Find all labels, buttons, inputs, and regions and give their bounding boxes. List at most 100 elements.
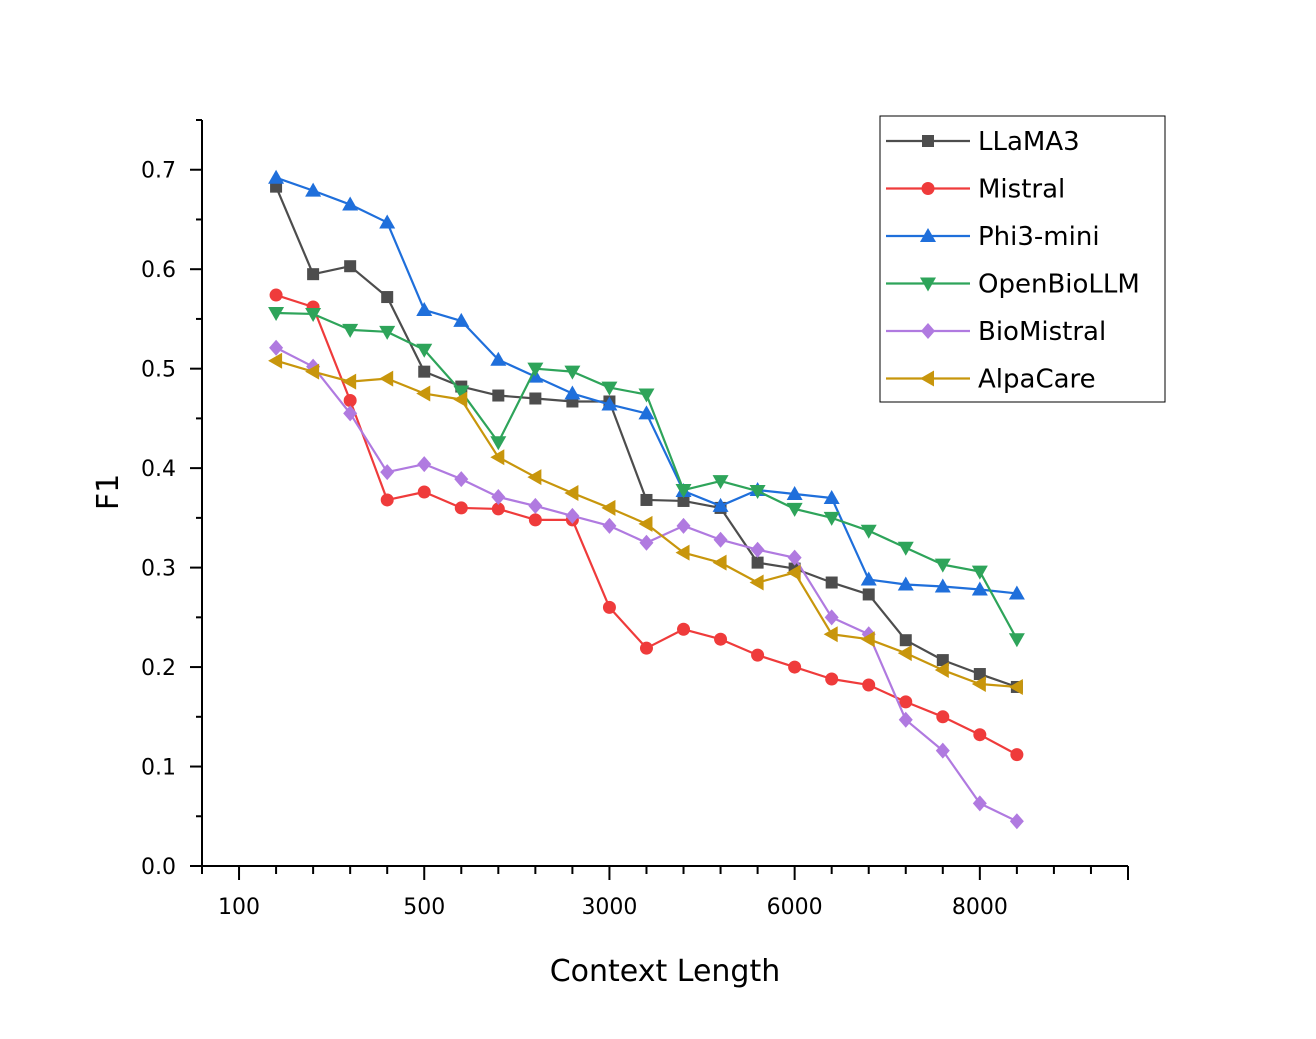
data-point-openbiollm: [601, 381, 618, 396]
data-point-phi3-mini: [860, 571, 877, 586]
data-point-alpacare: [1008, 678, 1023, 695]
data-point-llama3: [973, 668, 986, 681]
y-tick-label: 0.2: [141, 656, 176, 681]
data-point-phi3-mini: [342, 196, 359, 211]
data-point-biomistral: [935, 742, 950, 759]
y-ticks: 0.0 0.1 0.2 0.3 0.4 0.5 0.6 0.7: [141, 119, 202, 880]
legend-item-mistral: Mistral: [886, 175, 1065, 205]
data-point-llama3: [677, 494, 690, 507]
data-point-biomistral: [417, 456, 432, 473]
data-point-biomistral: [565, 507, 580, 524]
y-tick-label: 0.1: [141, 756, 176, 781]
data-point-alpacare: [712, 554, 727, 571]
series-openbiollm: [268, 306, 1025, 648]
data-point-alpacare: [860, 631, 875, 648]
x-tick-label: 3000: [581, 895, 637, 920]
data-point-openbiollm: [268, 306, 285, 321]
data-point-alpacare: [527, 469, 542, 486]
data-point-mistral: [269, 288, 283, 302]
data-point-llama3: [307, 268, 320, 281]
legend-item-biomistral: BioMistral: [886, 317, 1106, 347]
data-point-mistral: [677, 622, 691, 636]
data-point-phi3-mini: [1008, 585, 1025, 600]
y-tick-label: 0.4: [141, 457, 176, 482]
data-point-llama3: [418, 365, 431, 378]
x-axis-title: Context Length: [550, 954, 781, 989]
data-point-openbiollm: [416, 343, 433, 358]
series-layer: [268, 169, 1025, 830]
data-point-openbiollm: [564, 365, 581, 380]
legend-marker-alpacare: [920, 370, 934, 387]
data-point-openbiollm: [1008, 633, 1025, 648]
legend: LLaMA3 Mistral Phi3-mini OpenBioLLM BioMistr…: [879, 115, 1166, 403]
data-point-openbiollm: [860, 524, 877, 539]
legend-label-mistral: Mistral: [978, 175, 1065, 205]
data-point-llama3: [492, 389, 505, 402]
data-point-openbiollm: [305, 307, 322, 322]
data-point-mistral: [788, 660, 802, 674]
data-point-alpacare: [601, 499, 616, 516]
data-point-llama3: [640, 493, 653, 506]
data-point-alpacare: [564, 485, 579, 501]
data-point-openbiollm: [675, 484, 692, 499]
legend-box: [879, 115, 1166, 403]
data-point-openbiollm: [749, 485, 766, 500]
data-point-alpacare: [786, 564, 801, 581]
data-point-mistral: [862, 678, 876, 692]
data-point-biomistral: [343, 405, 358, 422]
data-point-phi3-mini: [638, 405, 655, 420]
data-point-mistral: [973, 728, 987, 742]
data-point-phi3-mini: [786, 485, 803, 500]
data-point-openbiollm: [971, 565, 988, 580]
data-point-mistral: [454, 501, 468, 515]
data-point-biomistral: [824, 609, 839, 626]
data-point-openbiollm: [490, 436, 507, 451]
data-point-biomistral: [676, 517, 691, 534]
data-point-alpacare: [675, 544, 690, 561]
data-point-alpacare: [638, 515, 653, 532]
data-point-biomistral: [713, 531, 728, 548]
data-point-openbiollm: [379, 325, 396, 340]
legend-marker-llama3: [922, 135, 934, 147]
data-point-alpacare: [379, 370, 394, 387]
data-point-biomistral: [491, 488, 506, 505]
data-point-mistral: [639, 641, 653, 655]
series-phi3-mini: [268, 169, 1025, 600]
data-point-phi3-mini: [971, 581, 988, 596]
data-point-llama3: [825, 576, 838, 589]
data-point-openbiollm: [453, 385, 470, 400]
legend-marker-openbiollm: [920, 277, 936, 292]
data-point-openbiollm: [527, 362, 544, 377]
data-point-biomistral: [602, 517, 617, 534]
data-point-alpacare: [416, 385, 431, 402]
data-point-alpacare: [749, 574, 764, 591]
data-point-alpacare: [897, 645, 912, 662]
data-point-biomistral: [454, 471, 469, 488]
legend-marker-phi3-mini: [920, 228, 936, 242]
x-tick-label: 500: [403, 895, 445, 920]
data-point-biomistral: [639, 534, 654, 551]
data-point-alpacare: [934, 662, 949, 679]
data-point-alpacare: [305, 363, 320, 380]
data-point-phi3-mini: [490, 351, 507, 366]
data-point-phi3-mini: [416, 301, 433, 316]
data-point-biomistral: [750, 541, 765, 558]
data-point-biomistral: [787, 549, 802, 566]
legend-marker-biomistral: [921, 323, 935, 339]
data-point-phi3-mini: [379, 214, 396, 229]
data-point-mistral: [602, 600, 616, 614]
legend-label-phi3-mini: Phi3-mini: [978, 222, 1100, 252]
data-point-mistral: [825, 672, 839, 686]
data-point-alpacare: [490, 449, 505, 466]
data-point-openbiollm: [638, 388, 655, 403]
data-point-alpacare: [342, 373, 357, 390]
data-point-llama3: [862, 588, 875, 601]
data-point-openbiollm: [823, 511, 840, 526]
legend-marker-mistral: [921, 182, 935, 195]
data-point-llama3: [344, 260, 357, 273]
data-point-mistral: [714, 632, 728, 646]
data-point-phi3-mini: [453, 312, 470, 327]
legend-item-openbiollm: OpenBioLLM: [886, 270, 1140, 300]
y-tick-label: 0.5: [141, 358, 176, 383]
data-point-mistral: [343, 393, 357, 407]
